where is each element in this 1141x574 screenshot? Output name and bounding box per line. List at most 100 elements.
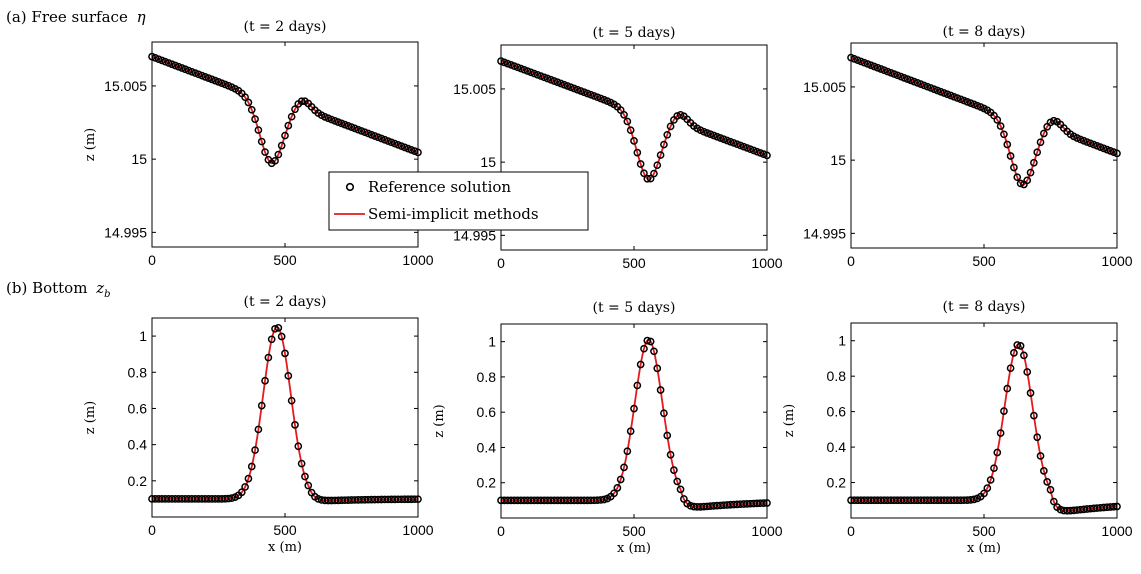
x-tick-label: 1000 <box>751 523 782 539</box>
reference-point <box>237 488 246 497</box>
x-tick-label: 1000 <box>1101 253 1132 269</box>
reference-point <box>633 148 642 157</box>
reference-point <box>297 459 306 468</box>
reference-point <box>414 495 422 504</box>
reference-point <box>244 98 253 107</box>
panel-1: (t = 2 days) 0 500 1000 14.995 15 15.005 z (m) <box>83 19 434 268</box>
reference-point <box>1006 152 1015 160</box>
y-tick-label: 15 <box>830 152 846 168</box>
reference-point <box>304 481 313 490</box>
reference-point <box>996 429 1005 437</box>
x-axis-label: x (m) <box>967 541 1001 556</box>
reference-point <box>291 105 299 114</box>
reference-point <box>264 353 273 362</box>
reference-point <box>1016 179 1025 188</box>
plot-area <box>500 323 768 519</box>
reference-point <box>1013 173 1022 182</box>
reference-point <box>630 404 638 413</box>
panel-5: (t = 5 days) 0 500 1000 0.2 0.4 0.6 0.8 1 z (m) x … <box>432 300 783 556</box>
panel-4: (t = 2 days) 0 500 1000 0.2 0.4 0.6 0.8 1 z (m) x … <box>83 294 434 555</box>
y-tick-label: 0.4 <box>827 439 847 455</box>
reference-point <box>673 477 682 486</box>
x-tick-label: 1000 <box>402 522 433 538</box>
reference-point <box>666 122 675 131</box>
plot-area <box>850 322 1118 519</box>
x-tick-label: 0 <box>148 252 156 268</box>
reference-point <box>1036 452 1045 460</box>
reference-point <box>1113 502 1121 511</box>
reference-point <box>646 337 655 346</box>
reference-point <box>247 462 256 471</box>
reference-point <box>1023 368 1032 376</box>
reference-point <box>287 396 296 405</box>
reference-point <box>267 335 276 344</box>
y-axis-label: z (m) <box>83 128 98 161</box>
reference-point <box>244 474 253 483</box>
y-tick-label: 0.8 <box>128 364 148 380</box>
reference-point <box>1043 478 1052 486</box>
y-tick-label: 1 <box>139 328 147 344</box>
reference-point <box>996 122 1005 130</box>
reference-point <box>281 349 289 358</box>
reference-point <box>1026 168 1035 177</box>
panel-2: (t = 5 days) 0 500 1000 14.995 15 15.005 <box>453 25 783 271</box>
x-tick-label: 500 <box>273 522 297 538</box>
panel-title: (t = 8 days) <box>943 299 1026 315</box>
reference-point <box>990 464 998 473</box>
panel-title: (t = 8 days) <box>943 24 1026 40</box>
y-tick-label: 0.2 <box>477 475 497 491</box>
y-tick-label: 0.2 <box>128 473 148 489</box>
panel-title: (t = 5 days) <box>593 300 676 316</box>
reference-point <box>1046 485 1055 494</box>
reference-point <box>274 323 283 332</box>
reference-point <box>284 121 293 130</box>
y-tick-label: 15.005 <box>104 78 147 94</box>
reference-point <box>284 371 293 380</box>
reference-point <box>1026 389 1035 397</box>
reference-point <box>636 160 645 168</box>
y-tick-label: 0.4 <box>477 439 497 455</box>
reference-point <box>610 489 618 498</box>
reference-point <box>663 130 672 139</box>
reference-point <box>646 174 655 183</box>
reference-point <box>1030 411 1038 420</box>
legend-reference-label: Reference solution <box>368 178 511 196</box>
reference-point <box>616 475 625 484</box>
panel-3: (t = 8 days) 0 500 1000 14.995 15 15.005 <box>803 24 1133 269</box>
reference-point <box>980 489 988 498</box>
reference-point <box>277 332 286 341</box>
row-label-b: (b) Bottom zb <box>6 279 111 300</box>
reference-point <box>1010 163 1018 172</box>
reference-point <box>643 336 652 345</box>
x-tick-label: 500 <box>273 252 297 268</box>
x-tick-label: 500 <box>622 523 646 539</box>
reference-point <box>1013 341 1022 349</box>
reference-point <box>261 376 269 385</box>
reference-point <box>650 347 658 356</box>
reference-point <box>636 360 645 369</box>
reference-point <box>653 161 662 170</box>
reference-point <box>1033 433 1042 442</box>
reference-point <box>1006 364 1015 373</box>
reference-point <box>1113 149 1121 158</box>
reference-point <box>626 427 635 436</box>
reference-point <box>620 110 628 119</box>
reference-point <box>660 140 668 149</box>
reference-point <box>1003 140 1012 149</box>
reference-point <box>294 442 303 451</box>
semi-implicit-line <box>851 343 1118 512</box>
semi-implicit-line <box>500 60 768 181</box>
reference-point <box>271 156 279 165</box>
y-tick-label: 14.995 <box>453 227 496 243</box>
semi-implicit-line <box>152 326 418 502</box>
reference-point <box>287 112 296 121</box>
reference-point <box>993 448 1002 457</box>
reference-point <box>1033 148 1042 157</box>
reference-point <box>613 484 622 492</box>
reference-point <box>1049 116 1058 125</box>
y-tick-label: 0.4 <box>128 437 148 453</box>
reference-point <box>993 116 1002 124</box>
reference-point <box>663 431 672 440</box>
x-tick-label: 0 <box>847 253 855 269</box>
